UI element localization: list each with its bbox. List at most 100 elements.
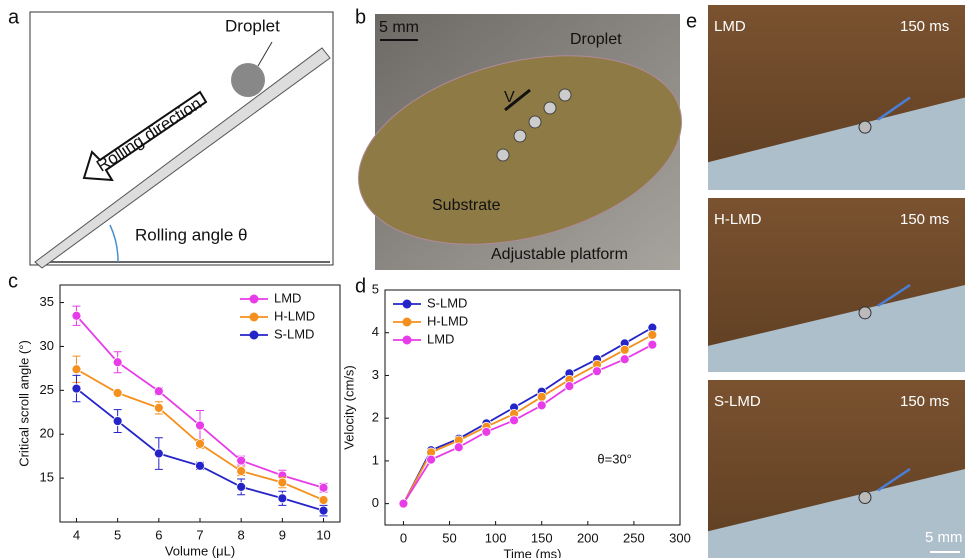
frame-name: S-LMD xyxy=(714,393,761,410)
x-axis-title: Time (ms) xyxy=(503,546,561,558)
x-tick-label: 100 xyxy=(485,530,507,545)
marker xyxy=(427,455,436,464)
x-tick-label: 7 xyxy=(196,527,203,542)
marker xyxy=(113,417,122,426)
marker xyxy=(278,478,287,487)
y-tick-label: 30 xyxy=(40,338,54,353)
legend-marker xyxy=(403,318,412,327)
x-tick-label: 50 xyxy=(442,530,456,545)
series-line xyxy=(76,389,323,511)
y-tick-label: 1 xyxy=(372,452,379,467)
panel-label: e xyxy=(686,10,697,32)
marker xyxy=(482,427,491,436)
x-tick-label: 5 xyxy=(114,527,121,542)
x-tick-label: 0 xyxy=(400,530,407,545)
marker xyxy=(510,416,519,425)
y-tick-label: 20 xyxy=(40,426,54,441)
marker xyxy=(72,365,81,374)
x-tick-label: 200 xyxy=(577,530,599,545)
x-tick-label: 8 xyxy=(238,527,245,542)
panel-label: a xyxy=(8,6,20,28)
label: Droplet xyxy=(225,16,280,35)
y-tick-label: 4 xyxy=(372,324,379,339)
series-line xyxy=(403,335,652,504)
y-tick-label: 5 xyxy=(372,281,379,296)
marker xyxy=(72,384,81,393)
frame-time: 150 ms xyxy=(900,211,949,228)
marker xyxy=(196,439,205,448)
droplet-icon xyxy=(231,63,265,97)
y-tick-label: 35 xyxy=(40,294,54,309)
x-tick-label: 10 xyxy=(316,527,330,542)
marker xyxy=(648,340,657,349)
marker xyxy=(319,506,328,515)
frames: LMD 150 ms H-LMD 150 ms S-LMD 150 ms 5 mm xyxy=(708,5,965,558)
legend-marker xyxy=(403,300,412,309)
annotation: θ=30° xyxy=(597,451,631,466)
scale: 5 mm xyxy=(925,529,963,546)
marker xyxy=(593,367,602,376)
marker xyxy=(454,443,463,452)
label: V xyxy=(504,89,515,106)
label: Rolling angle θ xyxy=(135,225,247,244)
label: 5 mm xyxy=(379,19,419,36)
marker xyxy=(154,403,163,412)
marker xyxy=(399,499,408,508)
y-tick-label: 15 xyxy=(40,470,54,485)
legend-label: S-LMD xyxy=(427,295,467,310)
frame-name: H-LMD xyxy=(714,211,762,228)
marker xyxy=(113,388,122,397)
legend-label: LMD xyxy=(427,331,454,346)
marker xyxy=(278,494,287,503)
frame-name: LMD xyxy=(714,18,746,35)
y-axis-title: Velocity (cm/s) xyxy=(341,365,356,450)
marker xyxy=(648,330,657,339)
x-tick-label: 6 xyxy=(155,527,162,542)
legend-marker xyxy=(250,313,259,322)
legend-label: S-LMD xyxy=(274,326,314,341)
legend-label: H-LMD xyxy=(427,313,468,328)
marker xyxy=(196,461,205,470)
marker xyxy=(620,355,629,364)
panel-label: c xyxy=(8,270,18,292)
label: Droplet xyxy=(570,31,622,48)
x-tick-label: 4 xyxy=(73,527,80,542)
x-tick-label: 150 xyxy=(531,530,553,545)
marker xyxy=(196,421,205,430)
marker xyxy=(113,358,122,367)
droplet xyxy=(859,121,871,133)
y-tick-label: 0 xyxy=(372,495,379,510)
marker xyxy=(154,387,163,396)
series-line xyxy=(403,345,652,504)
marker xyxy=(237,467,246,476)
series-line xyxy=(403,328,652,504)
label: Substrate xyxy=(432,197,501,214)
marker xyxy=(537,401,546,410)
x-tick-label: 300 xyxy=(669,530,691,545)
x-tick-label: 9 xyxy=(279,527,286,542)
marker xyxy=(72,311,81,320)
marker xyxy=(565,382,574,391)
legend-marker xyxy=(250,331,259,340)
marker xyxy=(154,449,163,458)
legend-label: H-LMD xyxy=(274,308,315,323)
x-tick-label: 250 xyxy=(623,530,645,545)
marker xyxy=(237,482,246,491)
y-tick-label: 2 xyxy=(372,410,379,425)
frame-time: 150 ms xyxy=(900,18,949,35)
marker xyxy=(319,496,328,505)
charts: c456789101520253035Volume (μL)Critical s… xyxy=(8,270,691,558)
marker xyxy=(237,456,246,465)
droplet xyxy=(859,307,871,319)
frame-time: 150 ms xyxy=(900,393,949,410)
x-axis-title: Volume (μL) xyxy=(165,543,235,558)
legend-marker xyxy=(403,336,412,345)
figure: a Droplet Rolling direction Rolling angl… xyxy=(0,0,965,558)
marker xyxy=(537,392,546,401)
y-axis-title: Critical scroll angle (°) xyxy=(16,340,31,467)
panel-label: d xyxy=(355,275,366,297)
marker xyxy=(319,483,328,492)
panel-label: b xyxy=(355,6,366,28)
label: Adjustable platform xyxy=(491,246,628,263)
legend-marker xyxy=(250,295,259,304)
